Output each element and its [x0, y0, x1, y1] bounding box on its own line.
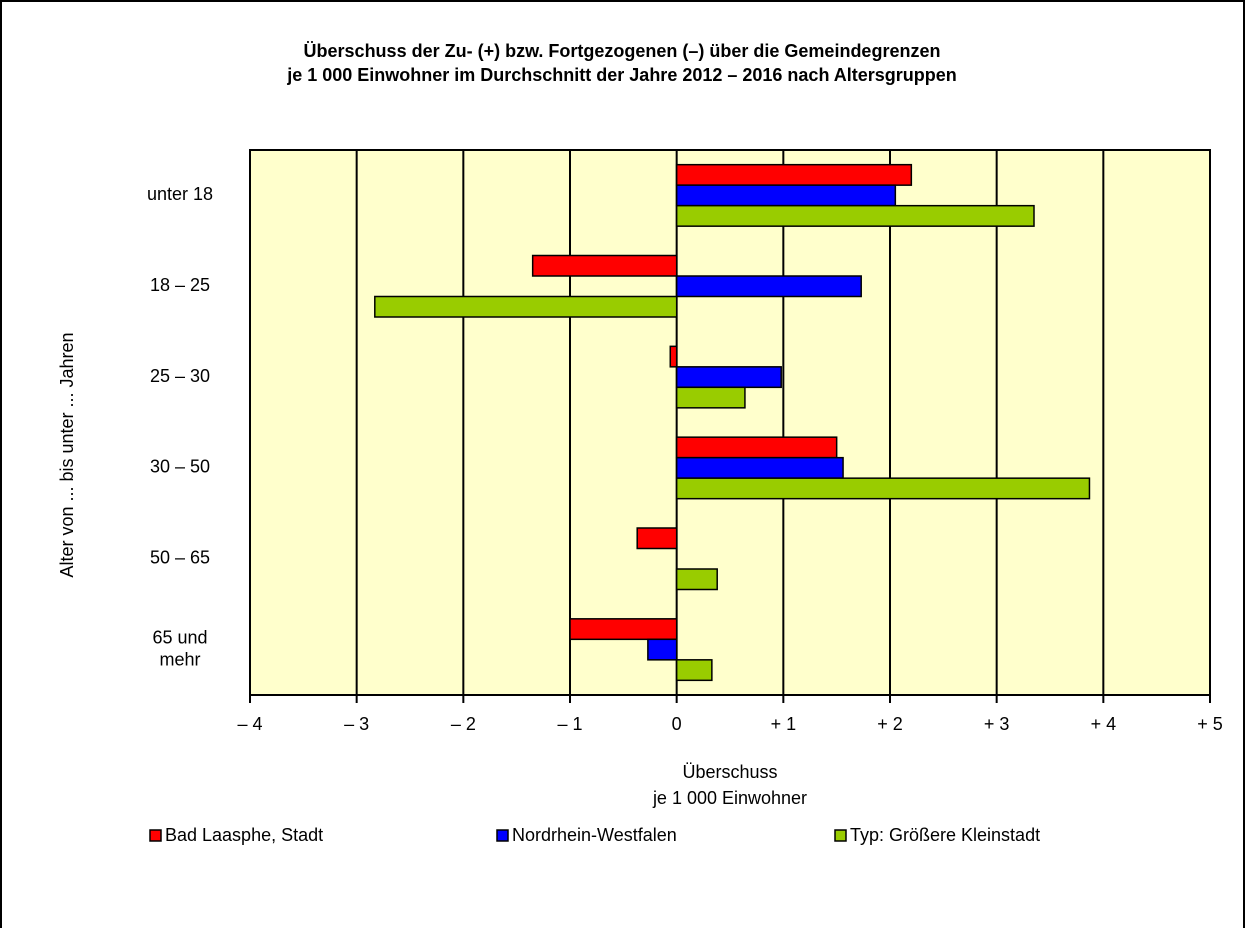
x-tick-label: – 3: [344, 714, 369, 734]
legend-label: Bad Laasphe, Stadt: [165, 825, 323, 845]
bar: [569, 618, 678, 641]
bar: [675, 568, 718, 591]
x-axis-label: Überschuss je 1 000 Einwohner: [652, 762, 807, 808]
x-tick-label: + 4: [1091, 714, 1117, 734]
x-tick-label: – 1: [557, 714, 582, 734]
y-tick-label: 50 – 65: [150, 548, 210, 568]
y-axis-label: Alter von ... bis unter ... Jahren: [57, 332, 77, 577]
bar: [647, 638, 678, 661]
x-tick-label: + 5: [1197, 714, 1223, 734]
bar: [531, 254, 678, 277]
y-tick-label: unter 18: [147, 184, 213, 204]
legend-label: Nordrhein-Westfalen: [512, 825, 677, 845]
bar: [669, 345, 678, 368]
bar: [675, 386, 746, 409]
bar: [675, 204, 1035, 227]
plot-border: [249, 149, 1211, 696]
bar: [675, 275, 862, 298]
x-tick-label: + 1: [771, 714, 797, 734]
legend-swatch: [834, 829, 847, 842]
legend-label: Typ: Größere Kleinstadt: [850, 825, 1040, 845]
y-tick-label: 18 – 25: [150, 275, 210, 295]
legend-swatch: [496, 829, 509, 842]
y-tick-label: 25 – 30: [150, 366, 210, 386]
x-tick-label: + 2: [877, 714, 903, 734]
bar: [675, 477, 1091, 500]
bar: [675, 436, 838, 459]
bar: [675, 456, 844, 479]
legend-swatch: [149, 829, 162, 842]
bar: [675, 163, 913, 186]
x-tick-label: – 4: [237, 714, 262, 734]
x-tick-label: – 2: [451, 714, 476, 734]
y-tick-label: 65 und mehr: [152, 627, 207, 669]
chart-title: Überschuss der Zu- (+) bzw. Fortgezogene…: [286, 41, 957, 85]
bar: [675, 366, 782, 389]
bar: [675, 184, 897, 207]
bar: [675, 659, 713, 682]
x-tick-label: 0: [672, 714, 682, 734]
bar: [374, 295, 678, 318]
bar: [636, 527, 678, 550]
y-tick-label: 30 – 50: [150, 457, 210, 477]
plot-area: [250, 150, 1210, 695]
x-tick-label: + 3: [984, 714, 1010, 734]
